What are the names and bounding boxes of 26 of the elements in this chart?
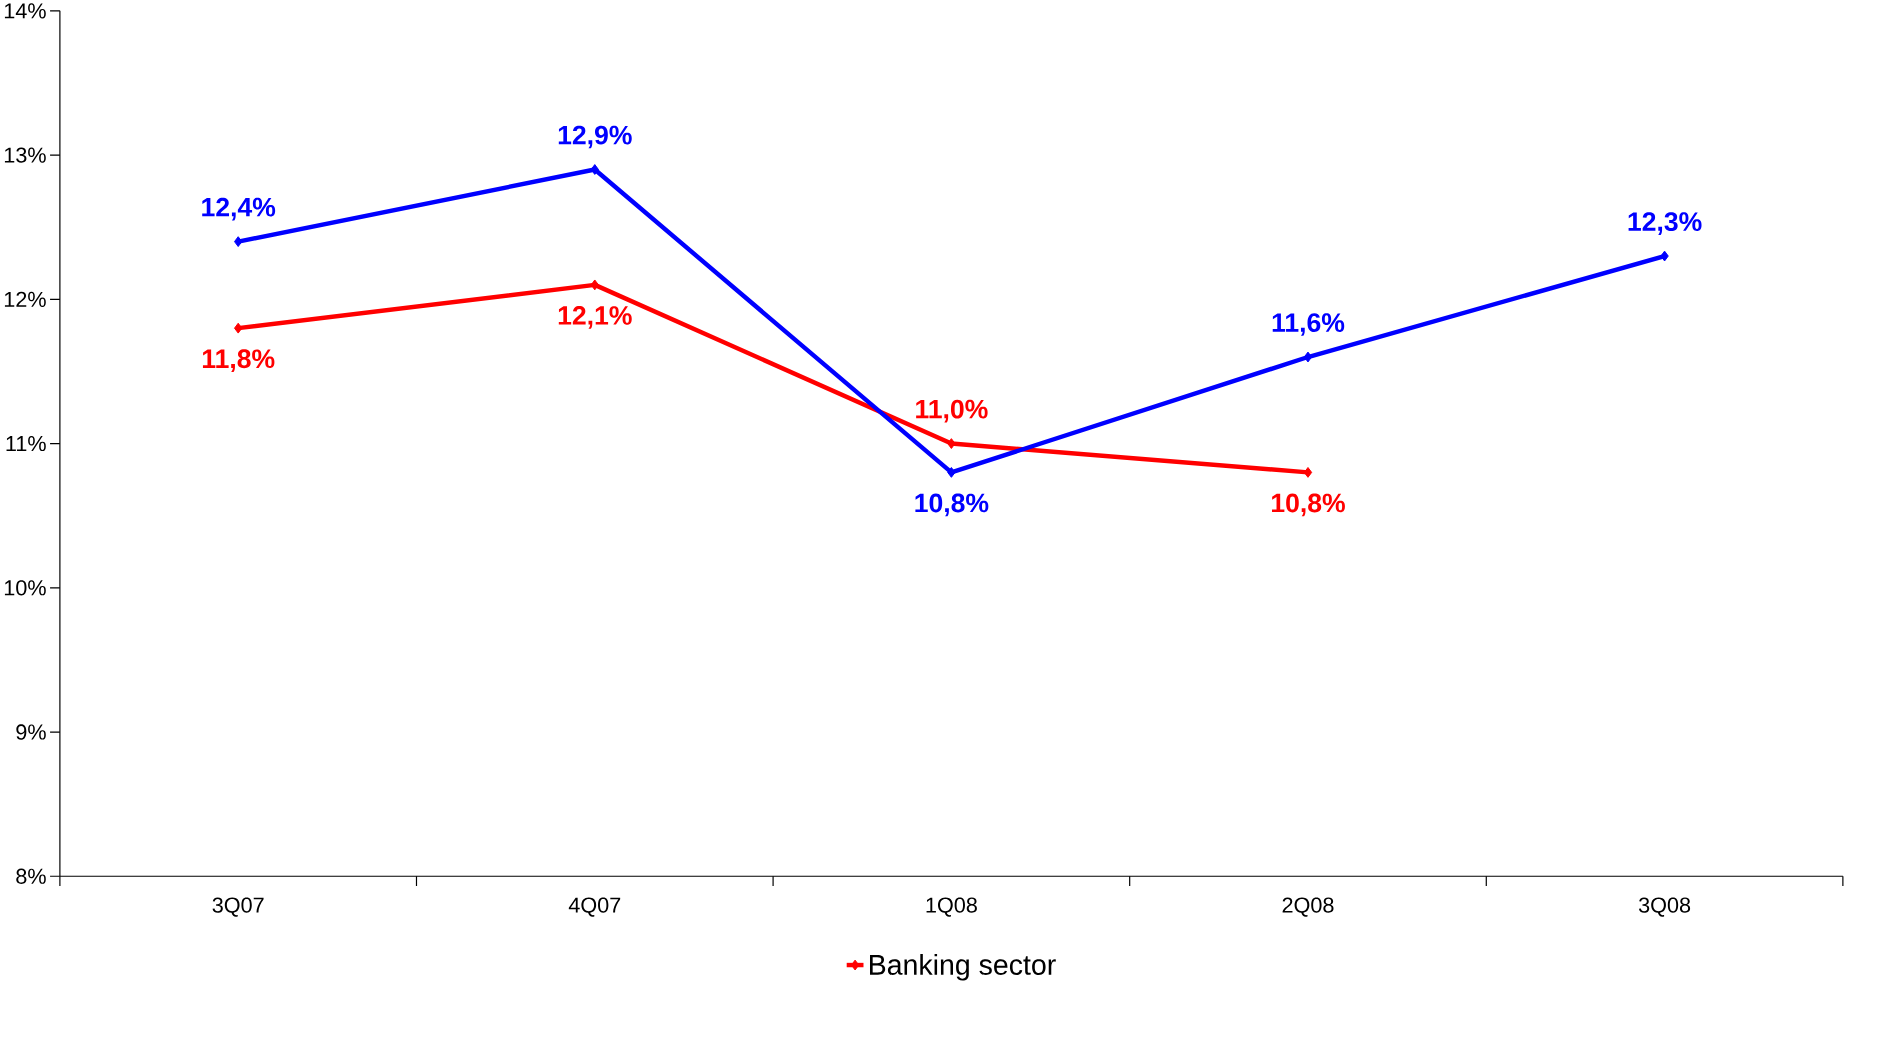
y-tick-label: 8%: [16, 868, 46, 884]
point: [1660, 250, 1669, 262]
data-label: 11,6%: [1272, 313, 1345, 336]
point: [590, 279, 599, 291]
x-tick-label: 4Q07: [568, 897, 621, 917]
y-tick-label: 9%: [16, 724, 46, 740]
x-tick-label: 2Q08: [1282, 897, 1334, 917]
y-tick-label: 10%: [4, 580, 46, 596]
point: [947, 467, 956, 478]
x-tick-label: 3Q07: [212, 897, 264, 917]
data-label: 12,4%: [202, 197, 276, 221]
y-tick-label: 13%: [4, 147, 46, 163]
data-label: 10,8%: [1272, 493, 1345, 517]
y-tick-label: 11%: [6, 436, 46, 452]
data-label: 11,0%: [916, 399, 988, 423]
data-label: 12,1%: [558, 306, 632, 329]
legend-label: Banking sector: [870, 954, 1056, 981]
x-tick-label: 3Q08: [1638, 897, 1691, 917]
y-tick-label: 14%: [4, 3, 46, 19]
data-label: 10,8%: [915, 493, 989, 517]
data-label: 12,9%: [558, 125, 632, 149]
data-label: 12,3%: [1628, 212, 1702, 235]
x-tick-label: 1Q08: [926, 897, 977, 917]
y-tick-label: 12%: [4, 291, 46, 307]
point: [234, 322, 243, 334]
data-label: 11,8%: [202, 349, 275, 373]
